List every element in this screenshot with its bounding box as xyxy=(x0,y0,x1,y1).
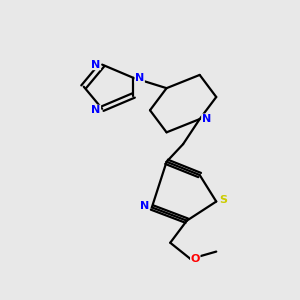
Text: N: N xyxy=(135,73,144,83)
Text: N: N xyxy=(91,60,101,70)
Text: O: O xyxy=(190,254,200,264)
Text: N: N xyxy=(202,114,211,124)
Text: N: N xyxy=(140,201,149,211)
Text: N: N xyxy=(91,105,101,115)
Text: S: S xyxy=(220,195,228,205)
